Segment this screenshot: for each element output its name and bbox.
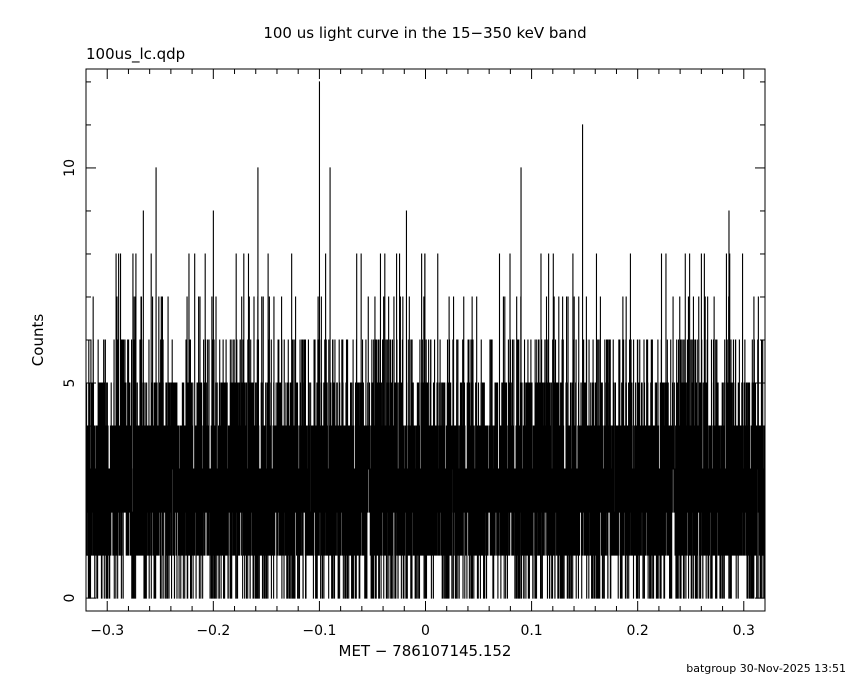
- chart-title: 100 us light curve in the 15−350 keV ban…: [263, 24, 586, 42]
- series-counts: [85, 81, 765, 599]
- y-axis-label: Counts: [29, 314, 47, 367]
- plot-area: −0.3 −0.2 −0.1 0 0.1 0.2 0.3 0 5 10: [62, 68, 766, 639]
- footer-stamp: batgroup 30-Nov-2025 13:51: [686, 662, 846, 675]
- x-tick-label-3: 0: [421, 623, 430, 639]
- x-tick-label-2: −0.1: [302, 623, 336, 639]
- x-tick-label-0: −0.3: [90, 623, 124, 639]
- y-tick-label-2: 10: [62, 159, 78, 177]
- x-axis: −0.3 −0.2 −0.1 0 0.1 0.2 0.3: [85, 69, 766, 639]
- y-tick-label-0: 0: [62, 594, 78, 603]
- light-curve-line: [85, 81, 765, 599]
- y-tick-label-1: 5: [62, 379, 78, 388]
- file-label: 100us_lc.qdp: [86, 45, 185, 64]
- x-tick-label-6: 0.3: [733, 623, 755, 639]
- y-axis: 0 5 10: [62, 81, 765, 603]
- x-tick-label-5: 0.2: [627, 623, 649, 639]
- x-tick-label-1: −0.2: [196, 623, 230, 639]
- x-axis-label: MET − 786107145.152: [339, 642, 512, 660]
- x-tick-label-4: 0.1: [520, 623, 542, 639]
